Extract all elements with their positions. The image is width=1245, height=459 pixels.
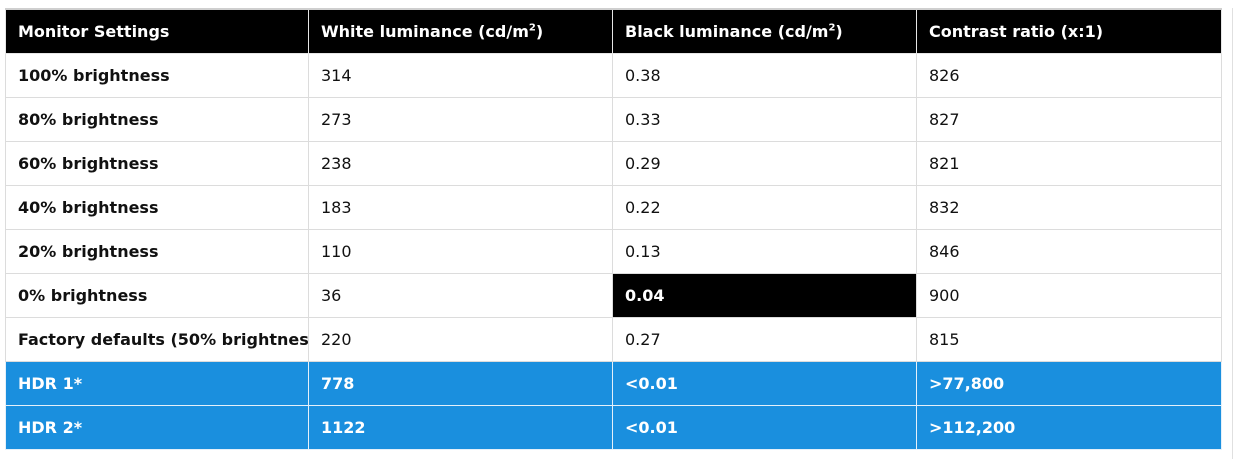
setting-cell: Factory defaults (50% brightness): [5, 316, 309, 362]
setting-cell: 40% brightness: [5, 184, 309, 230]
setting-cell: 20% brightness: [5, 228, 309, 274]
black-luminance-cell: 0.38: [612, 52, 917, 98]
header-black-luminance: Black luminance (cd/m2): [612, 8, 917, 54]
table-row: Factory defaults (50% brightness) 220 0.…: [5, 316, 1222, 362]
contrast-ratio-cell: >112,200: [916, 404, 1222, 450]
contrast-ratio-cell: >77,800: [916, 360, 1222, 406]
black-luminance-cell: 0.13: [612, 228, 917, 274]
contrast-ratio-cell: 815: [916, 316, 1222, 362]
scrollbar-track[interactable]: [1232, 8, 1233, 459]
white-luminance-cell: 314: [308, 52, 613, 98]
header-contrast-ratio: Contrast ratio (x:1): [916, 8, 1222, 54]
black-luminance-cell: <0.01: [612, 360, 917, 406]
setting-cell: HDR 2*: [5, 404, 309, 450]
setting-cell: 80% brightness: [5, 96, 309, 142]
black-luminance-cell: 0.27: [612, 316, 917, 362]
table-row: 80% brightness 273 0.33 827: [5, 96, 1222, 142]
black-luminance-cell: 0.22: [612, 184, 917, 230]
table-row: 60% brightness 238 0.29 821: [5, 140, 1222, 186]
hdr-table-row: HDR 1* 778 <0.01 >77,800: [5, 360, 1222, 406]
white-luminance-cell: 238: [308, 140, 613, 186]
header-monitor-settings: Monitor Settings: [5, 8, 309, 54]
contrast-ratio-cell: 900: [916, 272, 1222, 318]
header-white-luminance: White luminance (cd/m2): [308, 8, 613, 54]
white-luminance-cell: 36: [308, 272, 613, 318]
white-luminance-cell: 183: [308, 184, 613, 230]
hdr-table-row: HDR 2* 1122 <0.01 >112,200: [5, 404, 1222, 450]
contrast-ratio-cell: 832: [916, 184, 1222, 230]
table-header-row: Monitor Settings White luminance (cd/m2)…: [5, 8, 1222, 54]
contrast-ratio-cell: 821: [916, 140, 1222, 186]
contrast-ratio-cell: 846: [916, 228, 1222, 274]
black-luminance-cell: 0.33: [612, 96, 917, 142]
white-luminance-cell: 220: [308, 316, 613, 362]
table-row: 100% brightness 314 0.38 826: [5, 52, 1222, 98]
black-luminance-cell: <0.01: [612, 404, 917, 450]
table-row: 20% brightness 110 0.13 846: [5, 228, 1222, 274]
black-luminance-highlight-cell: 0.04: [612, 272, 917, 318]
setting-cell: 100% brightness: [5, 52, 309, 98]
white-luminance-cell: 778: [308, 360, 613, 406]
monitor-luminance-table: Monitor Settings White luminance (cd/m2)…: [5, 8, 1222, 450]
table-row: 0% brightness 36 0.04 900: [5, 272, 1222, 318]
white-luminance-cell: 110: [308, 228, 613, 274]
setting-cell: HDR 1*: [5, 360, 309, 406]
contrast-ratio-cell: 826: [916, 52, 1222, 98]
black-luminance-cell: 0.29: [612, 140, 917, 186]
setting-cell: 60% brightness: [5, 140, 309, 186]
white-luminance-cell: 273: [308, 96, 613, 142]
table-row: 40% brightness 183 0.22 832: [5, 184, 1222, 230]
contrast-ratio-cell: 827: [916, 96, 1222, 142]
setting-cell: 0% brightness: [5, 272, 309, 318]
white-luminance-cell: 1122: [308, 404, 613, 450]
